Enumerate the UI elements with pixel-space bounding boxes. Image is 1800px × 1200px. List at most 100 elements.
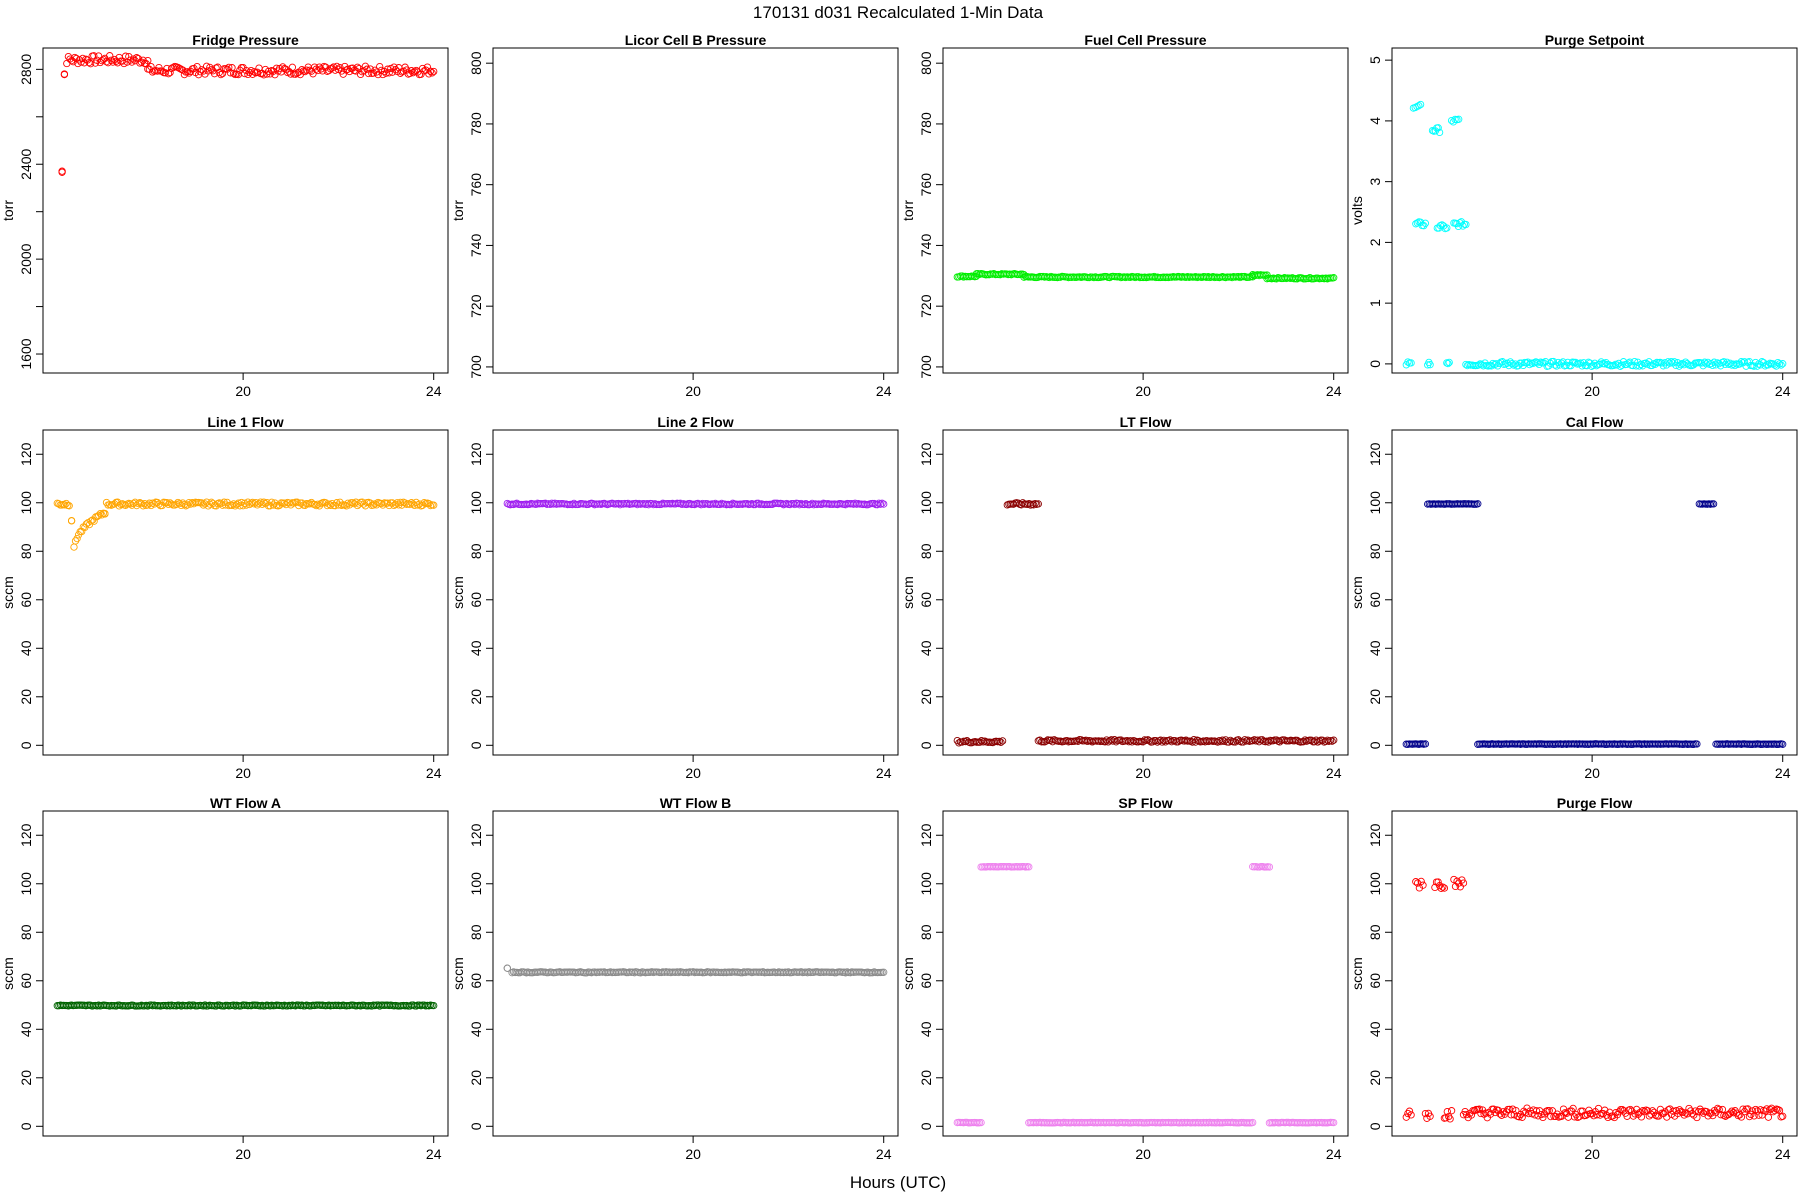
data-point bbox=[1629, 1112, 1638, 1120]
panel-6: LT Flow 0 20 40 60 80 100 120 20 24 sccm bbox=[900, 414, 1349, 781]
data-point bbox=[1515, 1113, 1523, 1121]
data-point bbox=[1763, 1105, 1771, 1113]
data-point bbox=[1447, 1107, 1456, 1115]
y-tick-label: 80 bbox=[1367, 543, 1383, 559]
data-point bbox=[125, 52, 133, 61]
data-point bbox=[1407, 1111, 1415, 1119]
data-point bbox=[1613, 361, 1621, 369]
data-point bbox=[1631, 1110, 1639, 1118]
data-point bbox=[1182, 736, 1190, 744]
data-point bbox=[1685, 1104, 1693, 1113]
data-point bbox=[1753, 362, 1761, 370]
data-point bbox=[1416, 100, 1425, 109]
data-point bbox=[129, 55, 138, 63]
y-tick-label: 100 bbox=[468, 872, 484, 896]
data-point bbox=[140, 499, 149, 508]
y-axis-label: sccm bbox=[1349, 576, 1365, 609]
plot-frame bbox=[42, 429, 449, 756]
panel-title: Purge Setpoint bbox=[1545, 32, 1645, 48]
y-tick-label: 4 bbox=[1367, 117, 1383, 125]
data-point bbox=[1462, 220, 1470, 229]
data-point bbox=[1404, 358, 1412, 366]
data-point bbox=[1407, 359, 1415, 367]
data-point bbox=[1670, 358, 1679, 366]
y-tick-label: 20 bbox=[18, 1070, 34, 1086]
y-tick-label: 780 bbox=[918, 112, 934, 136]
data-point bbox=[202, 62, 211, 70]
data-point bbox=[1477, 1109, 1485, 1118]
y-tick-label: 20 bbox=[1367, 1070, 1383, 1086]
data-point bbox=[1744, 1105, 1752, 1113]
data-point bbox=[1034, 500, 1042, 508]
data-point bbox=[1434, 878, 1442, 886]
data-point bbox=[1728, 1107, 1736, 1115]
y-tick-label: 0 bbox=[918, 1122, 934, 1130]
data-point bbox=[144, 56, 152, 65]
data-point bbox=[73, 534, 81, 543]
y-axis-label: sccm bbox=[450, 576, 466, 609]
data-point bbox=[253, 68, 262, 76]
y-tick-label: 800 bbox=[918, 51, 934, 75]
y-tick-label: 120 bbox=[18, 823, 34, 847]
x-tick-label: 20 bbox=[1135, 1146, 1151, 1162]
series-points bbox=[58, 52, 438, 176]
series-points bbox=[953, 270, 1338, 283]
data-point bbox=[383, 499, 392, 507]
data-point bbox=[1426, 361, 1434, 369]
data-point bbox=[1720, 1111, 1728, 1120]
data-point bbox=[288, 63, 297, 71]
data-point bbox=[1419, 881, 1427, 889]
panel-5: Line 2 Flow 0 20 40 60 80 100 120 20 24 sccm bbox=[450, 414, 899, 781]
y-tick-label: 100 bbox=[918, 872, 934, 896]
y-tick-label: 1600 bbox=[18, 338, 34, 369]
data-point bbox=[977, 1118, 985, 1127]
data-point bbox=[1525, 360, 1534, 369]
data-point bbox=[198, 499, 206, 507]
data-point bbox=[71, 537, 80, 545]
data-point bbox=[1572, 358, 1580, 367]
data-point bbox=[1497, 1111, 1506, 1119]
data-point bbox=[406, 500, 414, 509]
x-tick-label: 20 bbox=[1135, 383, 1151, 399]
y-tick-label: 20 bbox=[918, 689, 934, 705]
y-axis-label: sccm bbox=[900, 957, 916, 990]
data-point bbox=[878, 499, 886, 507]
data-point bbox=[86, 60, 95, 68]
y-tick-label: 20 bbox=[468, 689, 484, 705]
data-point bbox=[326, 501, 335, 509]
y-tick-label: 60 bbox=[918, 592, 934, 608]
data-point bbox=[977, 737, 986, 745]
y-tick-label: 760 bbox=[468, 173, 484, 197]
y-tick-label: 80 bbox=[1367, 924, 1383, 940]
data-point bbox=[1740, 358, 1749, 366]
data-point bbox=[430, 1001, 438, 1010]
x-tick-label: 24 bbox=[1326, 383, 1342, 399]
panel-title: Line 2 Flow bbox=[657, 414, 733, 430]
data-point bbox=[503, 964, 511, 972]
x-tick-label: 24 bbox=[1775, 383, 1791, 399]
y-axis-label: sccm bbox=[1349, 957, 1365, 990]
data-point bbox=[120, 59, 128, 68]
data-point bbox=[1474, 500, 1482, 508]
y-tick-label: 60 bbox=[18, 592, 34, 608]
panel-title: Fuel Cell Pressure bbox=[1084, 32, 1206, 48]
y-tick-label: 700 bbox=[918, 355, 934, 379]
data-point bbox=[1642, 359, 1650, 367]
data-point bbox=[1748, 1107, 1757, 1115]
data-point bbox=[228, 501, 236, 509]
y-tick-label: 60 bbox=[18, 973, 34, 989]
data-point bbox=[1745, 1112, 1754, 1121]
data-point bbox=[998, 737, 1007, 745]
y-tick-label: 80 bbox=[918, 543, 934, 559]
data-point bbox=[420, 499, 428, 507]
x-tick-label: 24 bbox=[1775, 765, 1791, 781]
panel-7: Cal Flow 0 20 40 60 80 100 120 20 24 sccm bbox=[1349, 414, 1798, 781]
data-point bbox=[293, 498, 301, 506]
data-point bbox=[1532, 1107, 1541, 1115]
data-point bbox=[880, 500, 888, 508]
panel-title: Fridge Pressure bbox=[192, 32, 299, 48]
panel-title: SP Flow bbox=[1118, 795, 1172, 811]
data-point bbox=[1482, 1109, 1490, 1117]
data-point bbox=[96, 510, 104, 518]
